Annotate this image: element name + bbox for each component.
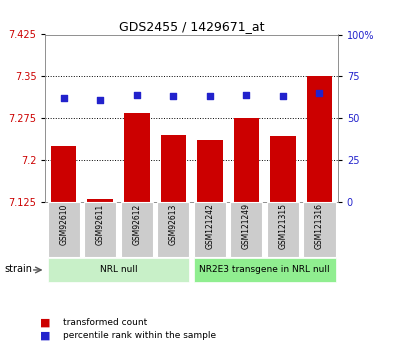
Bar xyxy=(157,202,189,257)
Text: strain: strain xyxy=(4,264,32,274)
Bar xyxy=(230,202,262,257)
Title: GDS2455 / 1429671_at: GDS2455 / 1429671_at xyxy=(119,20,264,33)
Point xyxy=(207,93,213,99)
Bar xyxy=(197,140,223,202)
Bar xyxy=(84,202,116,257)
Bar xyxy=(121,202,153,257)
Bar xyxy=(267,202,299,257)
Text: GSM121316: GSM121316 xyxy=(315,204,324,249)
Point xyxy=(243,92,250,98)
Bar xyxy=(48,258,189,282)
Point xyxy=(170,93,177,99)
Bar xyxy=(124,112,150,202)
Text: ■: ■ xyxy=(40,331,50,340)
Point xyxy=(60,95,67,101)
Point xyxy=(97,97,103,102)
Bar xyxy=(160,135,186,202)
Text: GSM92613: GSM92613 xyxy=(169,204,178,245)
Text: NRL null: NRL null xyxy=(100,265,137,274)
Bar xyxy=(233,118,259,202)
Text: GSM92611: GSM92611 xyxy=(96,204,105,245)
Bar xyxy=(307,76,332,202)
Bar xyxy=(194,202,226,257)
Bar xyxy=(270,136,296,202)
Bar xyxy=(51,146,77,202)
Point xyxy=(280,93,286,99)
Text: ■: ■ xyxy=(40,318,50,327)
Text: GSM121242: GSM121242 xyxy=(205,204,214,249)
Text: percentile rank within the sample: percentile rank within the sample xyxy=(63,331,216,340)
Text: GSM121315: GSM121315 xyxy=(278,204,288,249)
Text: GSM92610: GSM92610 xyxy=(59,204,68,245)
Point xyxy=(316,90,323,96)
Point xyxy=(134,92,140,98)
Text: NR2E3 transgene in NRL null: NR2E3 transgene in NRL null xyxy=(199,265,330,274)
Text: GSM121249: GSM121249 xyxy=(242,204,251,249)
Bar xyxy=(303,202,335,257)
Bar xyxy=(194,258,335,282)
Bar xyxy=(48,202,80,257)
Bar xyxy=(87,199,113,202)
Text: transformed count: transformed count xyxy=(63,318,147,327)
Text: GSM92612: GSM92612 xyxy=(132,204,141,245)
